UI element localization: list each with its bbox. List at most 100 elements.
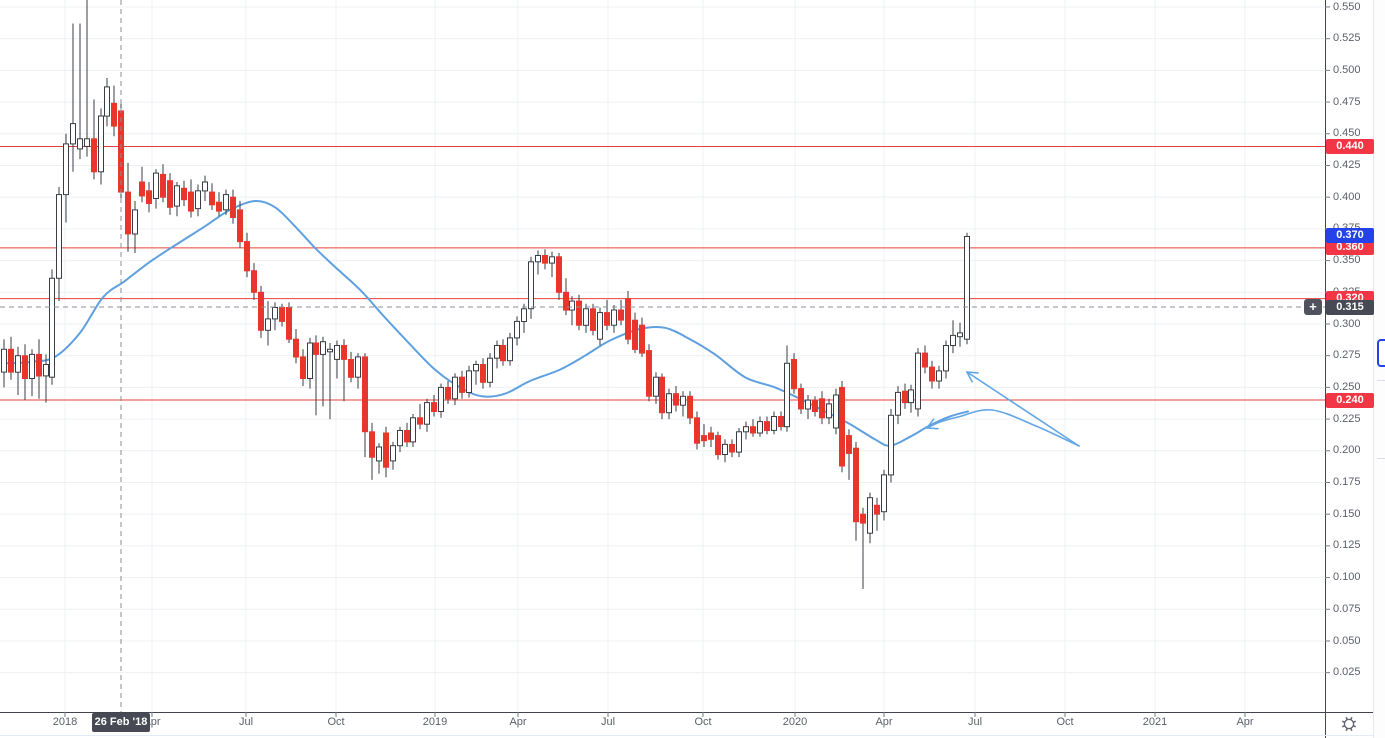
candle-body-up <box>936 370 942 382</box>
candle-body-down <box>639 324 645 354</box>
candle-body-down <box>258 291 264 331</box>
gear-icon-tooth <box>1342 720 1346 723</box>
price-axis-label[interactable]: 0.025 <box>1333 666 1361 679</box>
candle-body-up <box>908 389 914 404</box>
candle-body-down <box>404 430 410 443</box>
candle-body-down <box>188 191 194 212</box>
price-axis-label[interactable]: 0.075 <box>1333 602 1361 615</box>
candle-body-up <box>320 341 326 355</box>
time-axis-label[interactable]: 2018 <box>52 716 78 728</box>
candle-body-down <box>500 345 506 362</box>
candle-body-down <box>687 395 693 419</box>
price-axis-label[interactable]: 0.250 <box>1333 380 1361 393</box>
candle-body-up <box>473 364 479 372</box>
candle-body-up <box>915 352 921 410</box>
price-axis-label[interactable]: 0.525 <box>1333 32 1361 45</box>
price-badge-0.370: 0.370 <box>1326 227 1374 243</box>
time-axis-label[interactable]: Jul <box>238 716 254 728</box>
time-axis-label[interactable]: Apr <box>1236 716 1254 728</box>
price-axis-label[interactable]: 0.175 <box>1333 476 1361 488</box>
price-axis-label[interactable]: 0.100 <box>1333 571 1361 584</box>
candle-body-down <box>715 435 721 456</box>
time-axis-label[interactable]: Apr <box>875 716 893 728</box>
price-axis-label[interactable]: 0.150 <box>1333 507 1361 520</box>
price-badge-0.440[interactable]: 0.440 <box>1326 139 1374 154</box>
price-axis-label[interactable]: 0.300 <box>1333 317 1361 330</box>
candle-body-down <box>480 364 486 383</box>
gear-icon-tooth <box>1352 725 1356 728</box>
candle-body-down <box>369 431 375 458</box>
candle-body-down <box>118 110 124 193</box>
gear-icon-tooth <box>1345 727 1348 731</box>
candle-body-up <box>223 194 229 211</box>
annotation-arrowhead <box>926 427 939 430</box>
candle-body-up <box>84 138 90 147</box>
price-axis-label[interactable]: 0.350 <box>1333 254 1361 267</box>
price-axis-label[interactable]: 0.550 <box>1333 0 1361 13</box>
add-alert-plus-button[interactable]: + <box>1304 299 1322 315</box>
candle-body-down <box>708 432 714 440</box>
time-axis-label[interactable]: Oct <box>1056 716 1074 728</box>
candle-body-down <box>181 187 187 201</box>
annotation-arrowhead <box>966 371 979 374</box>
time-axis-label[interactable]: Apr <box>509 716 527 728</box>
price-badge-0.360[interactable]: 0.360 <box>1326 240 1374 256</box>
price-axis-label[interactable]: 0.400 <box>1333 190 1361 203</box>
right-panel-button-fragment[interactable] <box>1377 339 1385 367</box>
price-axis-label[interactable]: 0.475 <box>1333 95 1361 108</box>
time-axis-label[interactable]: 2021 <box>1142 716 1168 728</box>
candle-body-down <box>659 376 665 414</box>
candle-body-up <box>397 430 403 447</box>
gear-icon[interactable] <box>1343 718 1355 730</box>
time-axis-label[interactable]: Oct <box>694 716 712 728</box>
candle-body-down <box>445 386 451 400</box>
price-axis-label[interactable]: 0.425 <box>1333 159 1361 171</box>
candle-body-up <box>833 394 839 429</box>
moving-average-line <box>3 199 969 447</box>
price-axis-label[interactable]: 0.125 <box>1333 539 1361 552</box>
candle-body-down <box>729 443 735 453</box>
candle-body-down <box>431 402 437 413</box>
annotation-arrow[interactable] <box>966 371 1080 447</box>
candle-body-up <box>410 417 416 443</box>
candle-body-down <box>8 348 14 373</box>
price-axis-label[interactable]: 0.225 <box>1333 412 1361 425</box>
candle-body-down <box>417 417 423 425</box>
candle-body-down <box>167 180 173 208</box>
price-axis-label[interactable]: 0.500 <box>1333 63 1361 76</box>
price-axis-label[interactable]: 0.275 <box>1333 349 1361 362</box>
time-axis-label[interactable]: Oct <box>327 716 345 728</box>
candle-body-up <box>826 403 832 419</box>
annotation-arrow[interactable] <box>926 408 1080 447</box>
candle-body-down <box>383 432 389 468</box>
candle-body-down <box>618 309 624 321</box>
candle-body-up <box>888 414 894 476</box>
candle-body-down <box>542 255 548 264</box>
candle-body-up <box>950 334 956 346</box>
price-badge-0.240[interactable]: 0.240 <box>1326 392 1374 408</box>
candle-body-down <box>846 435 852 454</box>
candle-body-down <box>160 173 166 198</box>
gear-icon-tooth <box>1345 717 1348 721</box>
right-panel-divider <box>1377 458 1385 459</box>
candle-body-up <box>153 172 159 200</box>
candle-body-down <box>750 426 756 434</box>
candle-body-down <box>839 386 845 467</box>
time-axis-label[interactable]: 2020 <box>782 716 808 728</box>
candle-body-up <box>202 181 208 192</box>
price-axis-label[interactable]: 0.050 <box>1333 634 1361 647</box>
candle-body-down <box>778 416 784 428</box>
crosshair-price-badge: 0.315 <box>1326 299 1374 315</box>
price-axis-label[interactable]: 0.450 <box>1333 127 1361 140</box>
time-axis-label[interactable]: Jul <box>600 716 616 728</box>
candle-body-down <box>576 300 582 326</box>
candle-body-down <box>251 270 257 293</box>
price-axis-label[interactable]: 0.200 <box>1333 444 1361 457</box>
candle-body-down <box>293 338 299 358</box>
time-axis-label[interactable]: 2019 <box>422 716 448 728</box>
time-axis-label[interactable]: Jul <box>967 716 983 728</box>
candle-body-down <box>348 359 354 378</box>
candle-body-up <box>487 357 493 383</box>
annotation-arrowhead <box>966 371 973 383</box>
